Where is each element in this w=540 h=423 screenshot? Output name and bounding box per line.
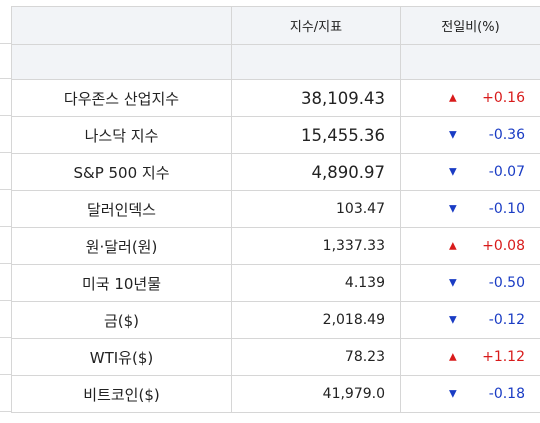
index-value: 4.139	[231, 264, 401, 302]
table-row: 달러인덱스 103.47 ▼ -0.10	[11, 190, 540, 228]
left-edge-line	[0, 411, 11, 412]
index-name: 나스닥 지수	[11, 116, 232, 154]
left-edge-line	[0, 189, 11, 190]
index-value: 2,018.49	[231, 301, 401, 339]
blank-cell	[231, 44, 401, 80]
blank-cell	[400, 44, 540, 80]
index-value: 15,455.36	[231, 116, 401, 154]
index-value: 38,109.43	[231, 79, 401, 117]
index-change: ▼ -0.10	[400, 190, 540, 228]
table-row: 나스닥 지수 15,455.36 ▼ -0.36	[11, 116, 540, 154]
index-name: 비트코인($)	[11, 375, 232, 413]
down-triangle-icon: ▼	[449, 129, 457, 141]
index-name: S&P 500 지수	[11, 153, 232, 191]
index-value: 1,337.33	[231, 227, 401, 265]
left-edge-line	[0, 43, 11, 44]
header-name	[11, 6, 232, 45]
left-edge-line	[0, 78, 11, 79]
table-row: WTI유($) 78.23 ▲ +1.12	[11, 338, 540, 376]
change-value: -0.18	[488, 386, 525, 402]
blank-row	[11, 44, 540, 80]
change-value: +1.12	[482, 349, 525, 365]
index-name: 원·달러(원)	[11, 227, 232, 265]
header-value: 지수/지표	[231, 6, 401, 45]
table-row: 비트코인($) 41,979.0 ▼ -0.18	[11, 375, 540, 413]
table-row: 원·달러(원) 1,337.33 ▲ +0.08	[11, 227, 540, 265]
index-name: 달러인덱스	[11, 190, 232, 228]
left-edge-line	[0, 300, 11, 301]
index-name: WTI유($)	[11, 338, 232, 376]
down-triangle-icon: ▼	[449, 166, 457, 178]
left-edge-line	[0, 263, 11, 264]
down-triangle-icon: ▼	[449, 314, 457, 326]
index-change: ▲ +0.16	[400, 79, 540, 117]
table-row: S&P 500 지수 4,890.97 ▼ -0.07	[11, 153, 540, 191]
market-index-table: 지수/지표 전일비(%) 다우존스 산업지수 38,109.43 ▲ +0.16…	[11, 6, 540, 413]
change-value: -0.12	[488, 312, 525, 328]
index-value: 41,979.0	[231, 375, 401, 413]
left-edge-line	[0, 226, 11, 227]
change-value: -0.36	[488, 127, 525, 143]
index-change: ▼ -0.50	[400, 264, 540, 302]
up-triangle-icon: ▲	[449, 92, 457, 104]
index-change: ▼ -0.12	[400, 301, 540, 339]
table-header-row: 지수/지표 전일비(%)	[11, 6, 540, 45]
index-change: ▼ -0.07	[400, 153, 540, 191]
change-value: -0.07	[488, 164, 525, 180]
index-value: 103.47	[231, 190, 401, 228]
change-value: +0.16	[482, 90, 525, 106]
up-triangle-icon: ▲	[449, 240, 457, 252]
index-change: ▼ -0.18	[400, 375, 540, 413]
index-value: 4,890.97	[231, 153, 401, 191]
down-triangle-icon: ▼	[449, 388, 457, 400]
table-row: 다우존스 산업지수 38,109.43 ▲ +0.16	[11, 79, 540, 117]
index-change: ▲ +0.08	[400, 227, 540, 265]
table-row: 미국 10년물 4.139 ▼ -0.50	[11, 264, 540, 302]
index-value: 78.23	[231, 338, 401, 376]
left-edge-line	[0, 152, 11, 153]
left-edge-line	[0, 337, 11, 338]
left-edge-line	[0, 374, 11, 375]
down-triangle-icon: ▼	[449, 203, 457, 215]
index-change: ▼ -0.36	[400, 116, 540, 154]
index-name: 미국 10년물	[11, 264, 232, 302]
index-name: 금($)	[11, 301, 232, 339]
up-triangle-icon: ▲	[449, 351, 457, 363]
down-triangle-icon: ▼	[449, 277, 457, 289]
change-value: -0.50	[488, 275, 525, 291]
change-value: -0.10	[488, 201, 525, 217]
left-edge-line	[0, 115, 11, 116]
index-name: 다우존스 산업지수	[11, 79, 232, 117]
table-row: 금($) 2,018.49 ▼ -0.12	[11, 301, 540, 339]
header-change: 전일비(%)	[400, 6, 540, 45]
blank-cell	[11, 44, 232, 80]
index-change: ▲ +1.12	[400, 338, 540, 376]
change-value: +0.08	[482, 238, 525, 254]
